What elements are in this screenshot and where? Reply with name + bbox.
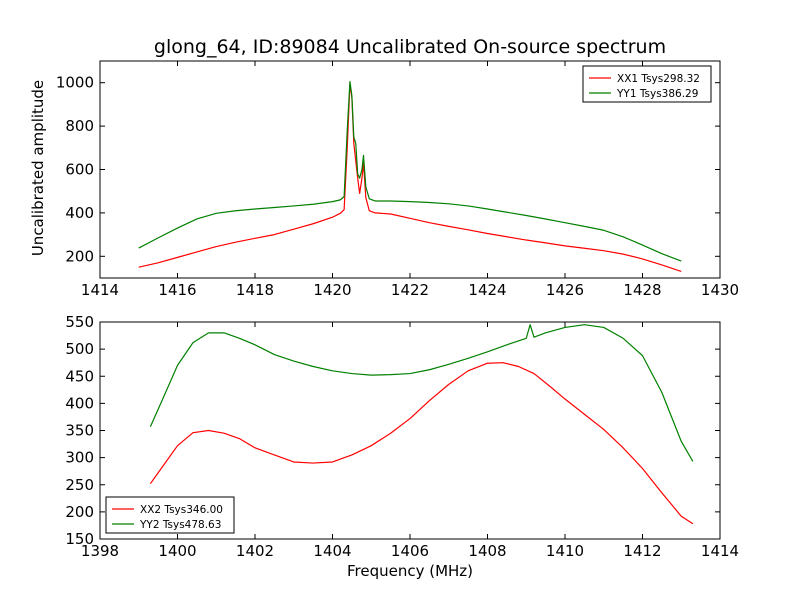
y-tick-label: 200 (65, 503, 94, 521)
legend-label-yy1: YY1 Tsys386.29 (616, 88, 698, 100)
y-tick-label: 250 (65, 476, 94, 494)
x-tick-label: 1418 (236, 281, 274, 299)
bottom-x-axis-label: Frequency (MHz) (347, 562, 473, 580)
x-tick-label: 1416 (158, 281, 196, 299)
legend-box (105, 496, 235, 534)
x-tick-label: 1414 (81, 281, 119, 299)
y-tick-label: 400 (65, 394, 94, 412)
legend-label-xx1: XX1 Tsys298.32 (617, 73, 700, 85)
top-legend: XX1 Tsys298.32 YY1 Tsys386.29 (582, 65, 712, 103)
legend-label-xx2: XX2 Tsys346.00 (140, 504, 223, 516)
series-line-xx2 (149, 362, 694, 525)
x-tick-label: 1430 (701, 281, 739, 299)
series-line-xx1 (138, 83, 682, 273)
y-tick-label: 350 (65, 422, 94, 440)
x-tick-label: 1402 (236, 542, 274, 560)
series-line-yy2 (149, 324, 694, 462)
y-tick-label: 300 (65, 449, 94, 467)
legend-label-yy2: YY2 Tsys478.63 (139, 519, 221, 531)
x-tick-label: 1412 (623, 542, 661, 560)
y-tick-label: 400 (65, 204, 94, 222)
y-tick-label: 450 (65, 367, 94, 385)
x-tick-label: 1426 (546, 281, 584, 299)
x-tick-label: 1406 (391, 542, 429, 560)
top-y-axis-label: Uncalibrated amplitude (29, 80, 47, 256)
x-tick-label: 1410 (546, 542, 584, 560)
legend-box (582, 65, 712, 103)
x-tick-label: 1400 (158, 542, 196, 560)
x-tick-label: 1408 (468, 542, 506, 560)
y-tick-label: 550 (65, 313, 94, 331)
bottom-legend: XX2 Tsys346.00 YY2 Tsys478.63 (105, 496, 235, 534)
x-tick-label: 1428 (623, 281, 661, 299)
top-plot: 1414 1416 1418 1420 1422 1424 1426 1428 1430 200 4… (56, 60, 739, 299)
y-tick-label: 1000 (56, 74, 94, 92)
x-tick-label: 1414 (701, 542, 739, 560)
x-tick-label: 1424 (468, 281, 506, 299)
x-tick-label: 1420 (313, 281, 351, 299)
bottom-plot: 1398 1400 1402 1404 1406 1408 1410 1412 1414 150 2… (65, 313, 739, 560)
series-line-yy1 (138, 81, 682, 262)
x-tick-label: 1404 (313, 542, 351, 560)
x-tick-label: 1422 (391, 281, 429, 299)
y-tick-label: 600 (65, 161, 94, 179)
y-tick-label: 200 (65, 247, 94, 265)
y-tick-label: 500 (65, 340, 94, 358)
x-tick-label: 1398 (81, 542, 119, 560)
chart-title: glong_64, ID:89084 Uncalibrated On-sourc… (154, 36, 666, 58)
y-tick-label: 150 (65, 530, 94, 548)
y-tick-label: 800 (65, 117, 94, 135)
